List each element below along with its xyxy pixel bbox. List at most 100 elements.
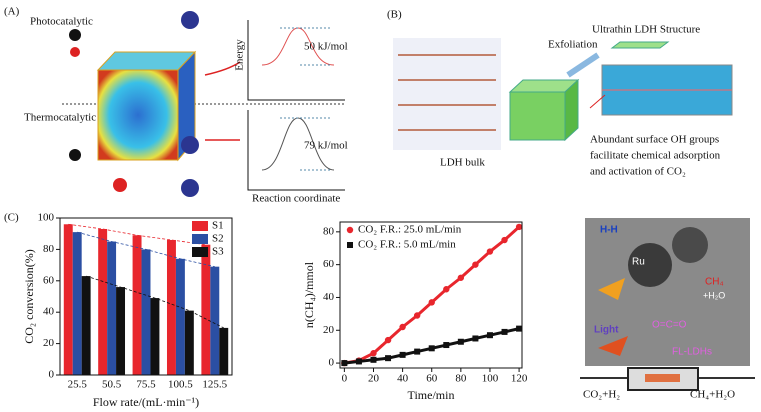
bar (116, 287, 126, 375)
trend-line (86, 275, 224, 329)
marker (443, 342, 450, 349)
y-tick-label: 80 (43, 243, 55, 255)
legend-label: CO₂ F.R.: 5.0 mL/min (358, 239, 456, 251)
label: LDH bulk (440, 157, 485, 169)
bar (63, 224, 73, 375)
marker (486, 332, 493, 339)
marker (355, 358, 362, 365)
image-label: FL-LDHs (672, 347, 712, 358)
note: Abundant surface OH groups (590, 134, 719, 146)
legend-swatch (192, 234, 208, 244)
y-tick-label: 60 (43, 274, 55, 286)
trend-line (77, 231, 215, 268)
bar (184, 310, 194, 375)
y-tick-label: 40 (323, 291, 335, 303)
arrow (566, 52, 600, 78)
bar (150, 298, 160, 375)
bar (141, 249, 151, 375)
bar (219, 327, 229, 375)
x-axis-label: Time/min (408, 388, 455, 402)
plot-frame (339, 221, 523, 369)
marker (384, 336, 392, 344)
label: Thermocatalytic (24, 112, 96, 124)
arrow (204, 61, 241, 76)
marker (472, 335, 479, 342)
plot-frame (59, 217, 233, 376)
panel-label: (C) (4, 212, 19, 224)
bar (132, 235, 142, 375)
bar (175, 258, 185, 375)
particle (628, 243, 672, 287)
marker (501, 328, 508, 335)
y-tick-label: 80 (323, 225, 335, 237)
y-tick-label: 60 (323, 258, 335, 270)
image-label: +H₂O (703, 290, 725, 300)
y-tick-label: 0 (49, 369, 55, 381)
x-tick-label: 100 (482, 373, 499, 385)
legend-label: S1 (212, 220, 224, 232)
atom (70, 47, 80, 57)
legend-swatch (192, 221, 208, 231)
trend-line (68, 223, 206, 246)
marker (516, 325, 523, 332)
marker (399, 323, 406, 331)
image-label: O=C=O (652, 320, 687, 331)
bar (210, 266, 220, 375)
y-axis-label: CO₂ conversion(%) (22, 249, 36, 344)
light-ray (598, 336, 628, 356)
bar (81, 276, 91, 375)
marker (457, 274, 465, 281)
image-label: Light (594, 325, 619, 336)
bar (72, 232, 82, 375)
x-tick-label: 50.5 (102, 379, 122, 391)
legend-label: S3 (212, 246, 224, 258)
legend-swatch (192, 247, 208, 257)
x-tick-label: 20 (368, 373, 380, 385)
legend-marker (347, 242, 353, 248)
tem-image: H-H Ru CH₄ +H₂O O=C=O Light FL-LDHs (585, 218, 750, 366)
panel-b: (B) LDH bulk Exfoliation Ultrathin LDH S… (387, 9, 733, 178)
marker (515, 223, 523, 231)
label: Exfoliation (548, 39, 598, 51)
label: Ultrathin LDH Structure (592, 24, 700, 36)
marker (370, 356, 377, 363)
box-front (509, 91, 566, 141)
label: CH₄+H₂O (690, 389, 735, 401)
marker (501, 236, 508, 244)
bar (107, 241, 117, 375)
marker (428, 299, 435, 306)
atom (181, 136, 199, 154)
barrier-label: 50 kJ/mol (304, 41, 348, 53)
y-tick-label: 20 (43, 337, 55, 349)
y-tick-label: 100 (38, 212, 55, 224)
bar (166, 239, 176, 375)
light-ray (598, 278, 625, 300)
marker (414, 348, 421, 355)
marker (413, 312, 421, 319)
legend-label: S2 (212, 233, 224, 245)
panel-a: (A) Photocatalytic Thermocatalytic Energ… (4, 6, 348, 205)
marker (370, 350, 377, 357)
x-tick-label: 0 (342, 373, 348, 385)
energy-axes (247, 110, 345, 191)
x-tick-label: 120 (511, 373, 528, 385)
x-tick-label: 25.5 (68, 379, 88, 391)
bar (98, 228, 108, 375)
marker (443, 286, 450, 293)
barrier-label: 79 kJ/mol (304, 140, 348, 152)
x-tick-label: 75.5 (136, 379, 156, 391)
x-tick-label: 125.5 (202, 379, 227, 391)
x-axis-label: Flow rate/(mL·min⁻¹) (93, 395, 199, 409)
axis-label: Reaction coordinate (252, 193, 340, 205)
note: facilitate chemical adsorption (590, 150, 721, 162)
ldh-bulk-image (393, 38, 501, 150)
marker (428, 345, 435, 352)
y-axis-label: n(CH₄)/mmol (302, 261, 316, 328)
image-label: CH₄ (705, 277, 724, 288)
reactor: CO₂+H₂ CH₄+H₂O (580, 367, 755, 401)
marker (457, 338, 464, 345)
energy-axes (247, 20, 345, 101)
legend-marker (346, 226, 354, 234)
marker (472, 261, 479, 268)
